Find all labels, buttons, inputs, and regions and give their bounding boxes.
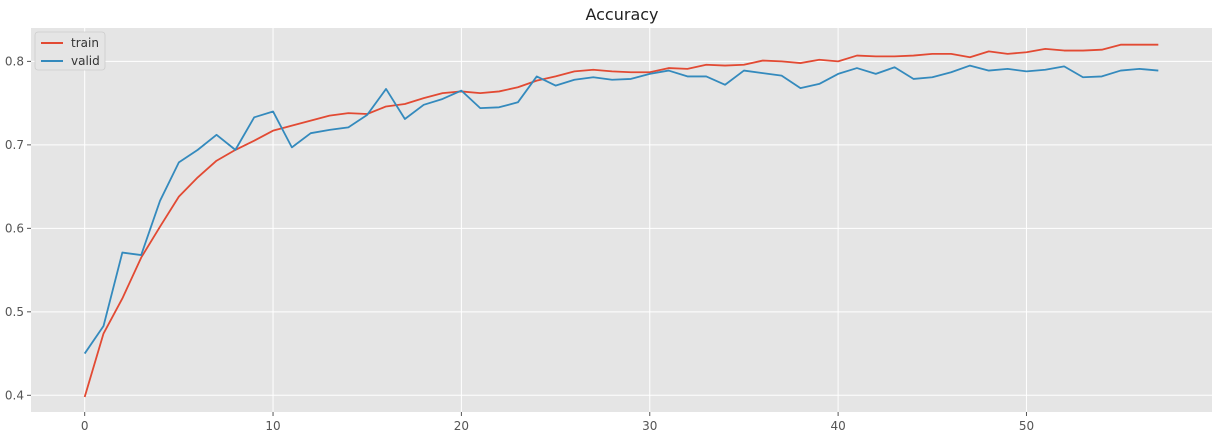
y-tick-label: 0.7 [5,138,24,152]
x-tick-label: 20 [454,419,469,433]
x-tick-label: 40 [830,419,845,433]
legend: train valid [34,31,106,71]
y-tick-label: 0.6 [5,221,24,235]
y-tick-label: 0.4 [5,388,24,402]
series-lines [83,43,1159,398]
grid-lines [31,28,1212,412]
series-line-train [83,43,1159,398]
x-tick-label: 0 [81,419,89,433]
plot-area [31,28,1212,412]
x-tick-label: 10 [265,419,280,433]
x-tick-label: 30 [642,419,657,433]
legend-label-valid: valid [71,54,100,68]
chart-title: Accuracy [585,5,658,24]
axis-ticks: 0 10 20 30 40 50 0.4 0.5 0.6 0.7 0.8 [5,54,1034,433]
legend-label-train: train [71,36,99,50]
series-line-valid [83,64,1159,355]
y-tick-label: 0.8 [5,54,24,68]
x-tick-label: 50 [1019,419,1034,433]
y-tick-label: 0.5 [5,305,24,319]
